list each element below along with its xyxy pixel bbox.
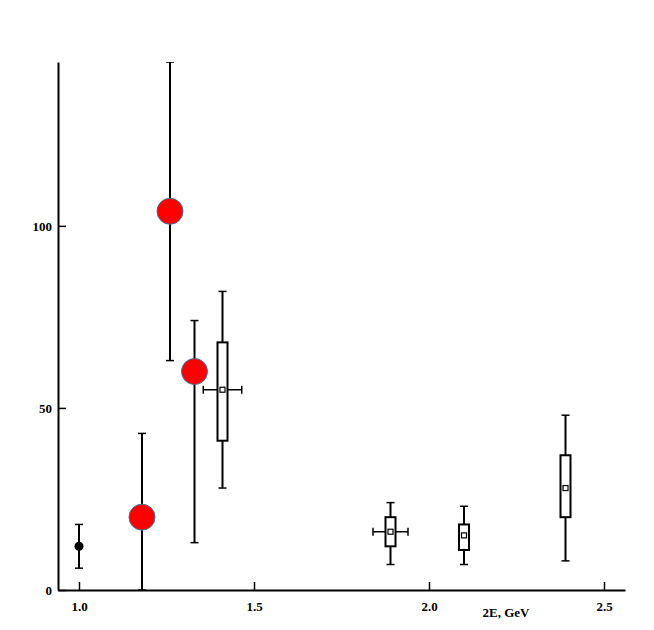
x-tick-label: 2.0 — [421, 599, 437, 614]
x-axis-title: 2E, GeV — [483, 605, 531, 620]
x-tick-mark — [254, 582, 256, 590]
error-bar — [562, 415, 570, 561]
error-cap — [387, 502, 395, 504]
point — [388, 529, 393, 534]
x-error-cap — [372, 528, 374, 536]
x-tick-label: 2.5 — [596, 599, 613, 614]
error-bar — [75, 524, 83, 568]
point — [220, 387, 225, 392]
error-cap — [166, 62, 174, 63]
error-cap — [460, 505, 468, 507]
point — [182, 359, 208, 385]
y-tick-mark — [58, 408, 66, 410]
x-tick: 2.0 — [421, 582, 437, 614]
error-bar — [219, 291, 227, 488]
x-tick-mark — [429, 582, 431, 590]
box — [459, 524, 469, 549]
box — [561, 455, 571, 517]
plot: 1.0 1.5 2.0 2.5 0 50 100 — [33, 62, 626, 614]
x-tick-mark — [79, 582, 81, 590]
error-cap — [460, 564, 468, 566]
error-bar — [460, 506, 468, 564]
error-cap — [562, 414, 570, 416]
error-cap — [191, 320, 199, 322]
y-tick-label: 0 — [46, 583, 53, 598]
x-tick-label: 1.5 — [246, 599, 263, 614]
x-error-cap — [203, 386, 205, 394]
point — [157, 198, 183, 224]
y-tick-label: 100 — [33, 219, 53, 234]
error-bar — [387, 503, 395, 565]
error-line — [194, 321, 196, 543]
error-cap — [138, 589, 146, 590]
error-cap — [219, 487, 227, 489]
x-tick-mark — [604, 582, 606, 590]
error-cap — [387, 564, 395, 566]
point — [563, 486, 568, 491]
error-cap — [191, 542, 199, 544]
x-tick: 1.5 — [246, 582, 263, 614]
error-cap — [75, 524, 83, 526]
box — [218, 342, 228, 440]
x-error-cap — [241, 386, 243, 394]
y-axis: 0 50 100 — [33, 63, 67, 598]
series — [203, 291, 570, 564]
point — [75, 542, 84, 551]
y-axis-line — [58, 63, 60, 591]
point — [462, 533, 467, 538]
x-tick: 1.0 — [71, 582, 87, 614]
y-tick-label: 50 — [39, 401, 52, 416]
y-tick: 100 — [33, 219, 67, 234]
y-tick-mark — [58, 226, 66, 228]
error-cap — [138, 433, 146, 435]
error-cap — [562, 560, 570, 562]
x-tick: 2.5 — [596, 582, 613, 614]
x-error-cap — [407, 528, 409, 536]
x-tick-label: 1.0 — [71, 599, 87, 614]
chart: 1.0 1.5 2.0 2.5 0 50 100 2E, GeV — [0, 0, 654, 630]
series — [75, 62, 208, 590]
marks — [75, 62, 571, 590]
error-cap — [166, 360, 174, 362]
y-tick: 50 — [39, 401, 66, 416]
y-tick: 0 — [46, 583, 67, 598]
box — [386, 517, 396, 546]
y-tick-mark — [58, 590, 66, 592]
error-cap — [219, 291, 227, 293]
x-axis: 1.0 1.5 2.0 2.5 — [59, 582, 626, 614]
x-axis-line — [59, 590, 626, 592]
error-cap — [75, 567, 83, 569]
error-bar — [191, 321, 199, 543]
point — [129, 504, 155, 530]
